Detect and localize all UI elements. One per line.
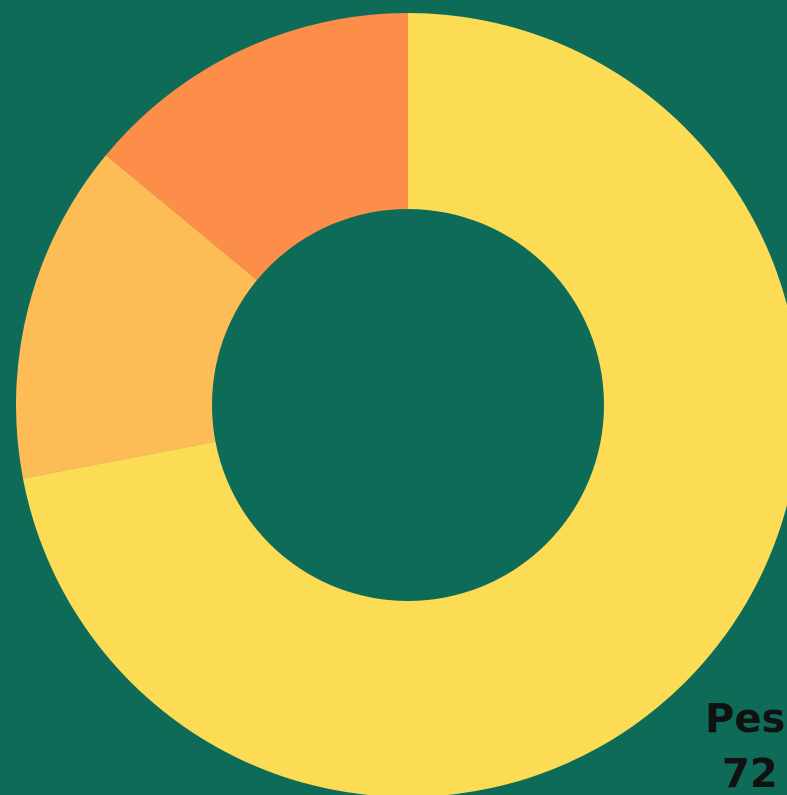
donut-hole — [212, 209, 604, 601]
pie-slice-0 — [22, 13, 787, 795]
slice-label-0: Pes — [705, 696, 785, 742]
labels-group: Pes 72 — [705, 696, 785, 795]
slice-value-0: 72 — [722, 751, 778, 795]
